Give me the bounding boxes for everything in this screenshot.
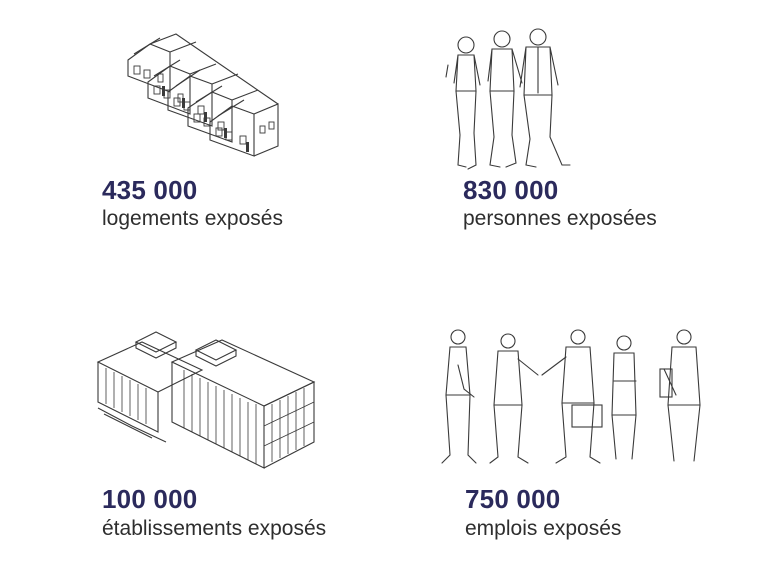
stat-number-housing: 435 000	[102, 175, 198, 205]
stat-label-jobs: emplois exposés	[465, 517, 622, 540]
stat-number-establishments: 100 000	[102, 484, 198, 514]
stat-label-establishments: établissements exposés	[102, 517, 327, 540]
business-people-icon	[438, 325, 718, 470]
stat-label-housing: logements exposés	[102, 207, 283, 230]
row-houses-icon	[120, 30, 285, 175]
stat-label-people: personnes exposées	[463, 207, 657, 230]
walking-people-icon	[440, 25, 580, 175]
office-building-icon	[92, 322, 332, 472]
stat-number-jobs: 750 000	[465, 484, 561, 514]
stat-number-people: 830 000	[463, 175, 559, 205]
